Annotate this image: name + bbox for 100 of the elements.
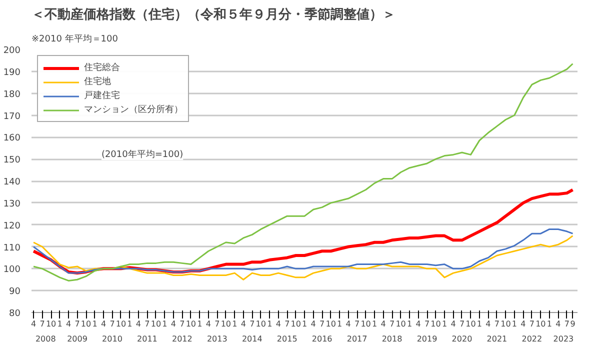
- x-tick-label: 7: [494, 320, 500, 328]
- y-tick-label: 110: [3, 243, 21, 254]
- x-tick-label: 10: [116, 320, 126, 328]
- x-tick-label: 10: [360, 320, 371, 328]
- x-tick-label: 10: [290, 320, 301, 328]
- x-tick-label: 4: [520, 320, 526, 328]
- x-tick-label: 1: [476, 320, 482, 328]
- x-tick-label: 1: [162, 320, 168, 328]
- y-tick-label: 100: [3, 265, 21, 276]
- x-tick-label: 1: [92, 320, 98, 328]
- x-tick-label: 4: [66, 320, 72, 328]
- x-tick-label: 1: [406, 320, 412, 328]
- y-tick-label: 150: [3, 156, 21, 166]
- x-tick-label: 1: [232, 320, 238, 328]
- text: 2012: [172, 334, 192, 344]
- legend-label: 住宅総合: [84, 62, 120, 74]
- line-series: [32, 62, 574, 282]
- x-tick-label: 7: [459, 320, 465, 328]
- x-tick-label: 1: [127, 320, 132, 328]
- y-tick-label: 200: [3, 46, 21, 56]
- legend-label: 戸建住宅: [84, 90, 120, 102]
- x-tick-label: 7: [144, 320, 150, 328]
- x-tick-label: 10: [500, 320, 511, 328]
- x-tick-label: 4: [450, 320, 456, 328]
- annotation: (2010年平均=100): [101, 148, 184, 160]
- chart-title: ＜不動産価格指数（住宅）（令和５年９月分・季節調整値）＞: [32, 6, 396, 22]
- line-series: [32, 235, 574, 280]
- x-tick-label: 1: [372, 320, 378, 328]
- y-tick-label: 130: [3, 199, 21, 210]
- x-tick-label: 7: [320, 320, 325, 328]
- x-tick-label: 4: [486, 320, 491, 328]
- text: 2019: [416, 334, 438, 344]
- x-tick-label: 7: [424, 320, 430, 328]
- text: 2017: [346, 334, 368, 344]
- x-tick-label: 1: [57, 320, 62, 328]
- text: 2009: [67, 334, 88, 344]
- text: 2020: [452, 334, 472, 344]
- x-tick-label: 10: [396, 320, 406, 328]
- x-tick-label: 10: [536, 320, 546, 328]
- x-tick-label: 10: [186, 320, 196, 328]
- text: 2015: [276, 334, 298, 344]
- x-tick-label: 7: [284, 320, 290, 328]
- y-tick-label: 190: [3, 68, 21, 78]
- text: 2023: [553, 334, 574, 344]
- text: 2022: [522, 334, 542, 344]
- x-tick-label: 4: [380, 320, 386, 328]
- y-tick-label: 90: [9, 287, 21, 298]
- x-tick-label: 4: [240, 320, 246, 328]
- chart-subtitle: ※2010 年平均＝100: [32, 34, 118, 44]
- x-tick-label: 1: [267, 320, 272, 328]
- x-tick-label: 4: [100, 320, 106, 328]
- x-tick-label: 4: [136, 320, 142, 328]
- x-tick-label: 7: [74, 320, 80, 328]
- x-tick-label: 10: [256, 320, 266, 328]
- x-tick-label: 1: [442, 320, 448, 328]
- y-tick-label: 140: [3, 178, 21, 188]
- text: 2018: [382, 334, 402, 344]
- x-tick-label: 10: [326, 320, 336, 328]
- x-tick-label: 4: [346, 320, 351, 328]
- x-tick-label: 1: [546, 320, 552, 328]
- text: 2008: [35, 334, 56, 344]
- x-tick-label: 4: [170, 320, 176, 328]
- text: 2011: [137, 334, 158, 344]
- x-tick-label: 4: [30, 320, 36, 328]
- x-tick-label: 7: [354, 320, 360, 328]
- y-tick-label: 180: [3, 90, 21, 100]
- x-tick-label: 7: [529, 320, 534, 328]
- x-tick-label: 7: [180, 320, 185, 328]
- x-tick-label: 7: [110, 320, 115, 328]
- x-tick-label: 10: [466, 320, 476, 328]
- x-tick-label: 7: [250, 320, 255, 328]
- legend-label: 住宅地: [84, 76, 111, 88]
- text: 2013: [206, 334, 228, 344]
- x-tick-label: 7: [564, 320, 570, 328]
- x-tick-label: 10: [80, 320, 92, 328]
- x-tick-label: 4: [416, 320, 421, 328]
- x-tick-label: 10: [430, 320, 441, 328]
- line-series: [32, 228, 574, 274]
- text: 2021: [486, 334, 508, 344]
- x-tick-label: 7: [40, 320, 45, 328]
- y-tick-label: 80: [9, 309, 21, 319]
- y-tick-label: 120: [3, 221, 21, 232]
- x-tick-label: 7: [389, 320, 395, 328]
- x-tick-label: 7: [214, 320, 220, 328]
- x-tick-label: 10: [150, 320, 162, 328]
- x-tick-label: 4: [556, 320, 561, 328]
- text: 2014: [242, 334, 262, 344]
- y-tick-label: 170: [3, 112, 21, 122]
- legend-label: マンション（区分所有）: [84, 104, 183, 116]
- x-tick-label: 9: [570, 320, 576, 328]
- y-tick-label: 160: [3, 134, 21, 144]
- x-tick-label: 4: [310, 320, 316, 328]
- x-tick-label: 4: [206, 320, 211, 328]
- x-tick-label: 4: [276, 320, 281, 328]
- x-tick-label: 1: [512, 320, 517, 328]
- text: 2010: [102, 334, 122, 344]
- x-tick-label: 1: [337, 320, 342, 328]
- x-tick-label: 1: [302, 320, 308, 328]
- text: 2016: [312, 334, 332, 344]
- x-tick-label: 10: [46, 320, 56, 328]
